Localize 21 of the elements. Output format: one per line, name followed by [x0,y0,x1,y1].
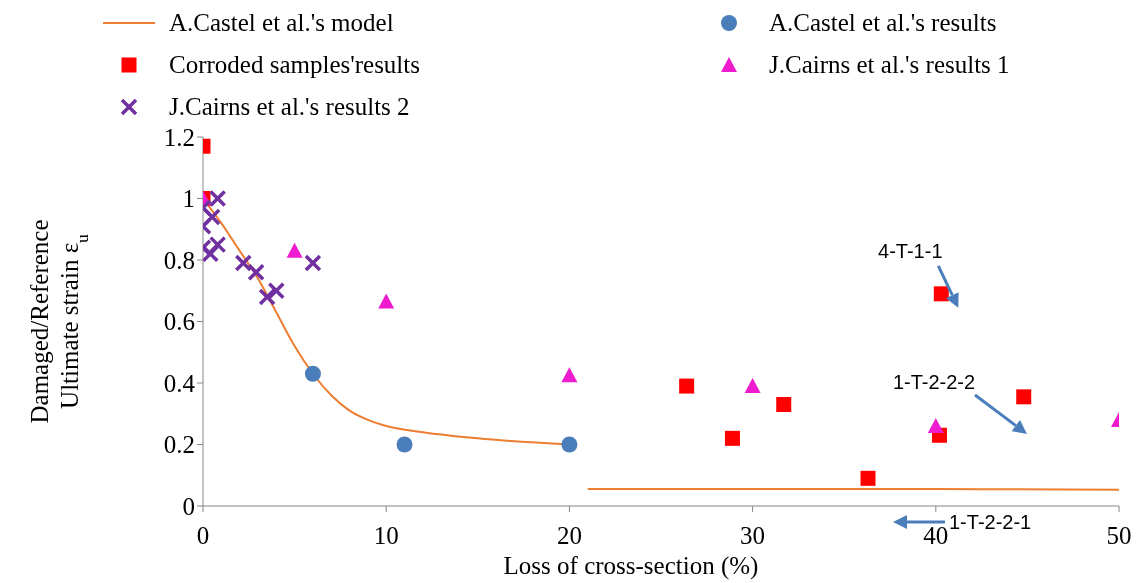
legend-label: A.Castel et al.'s results [769,9,997,37]
x-tick-label: 20 [556,521,582,549]
legend-label: Corroded samples'results [169,51,420,79]
annotation: 1-T-2-2-2 [892,371,976,393]
y-tick-label: 1 [182,185,195,213]
y-tick-label: 0.6 [163,308,195,336]
text: 1-T-2-2-1 [949,511,1032,533]
legend-label: J.Cairns et al.'s results 2 [169,93,410,121]
legend-label: A.Castel et al.'s model [169,9,394,37]
y-tick-label: 0.4 [163,369,196,397]
x-tick-label: 40 [923,521,949,549]
legend-label: J.Cairns et al.'s results 1 [769,51,1010,79]
x-axis-title: Loss of cross-section (%) [503,552,759,580]
y-tick-label: 0 [182,492,195,520]
y-tick-label: 0.2 [163,431,195,459]
y-tick-label: 1.2 [163,123,195,151]
annotation: 4-T-1-1 [878,239,943,262]
y-tick-label: 0.8 [163,246,195,274]
x-tick-label: 50 [1106,521,1132,549]
x-tick-label: 10 [373,521,399,549]
x-tick-label: 30 [740,521,766,549]
